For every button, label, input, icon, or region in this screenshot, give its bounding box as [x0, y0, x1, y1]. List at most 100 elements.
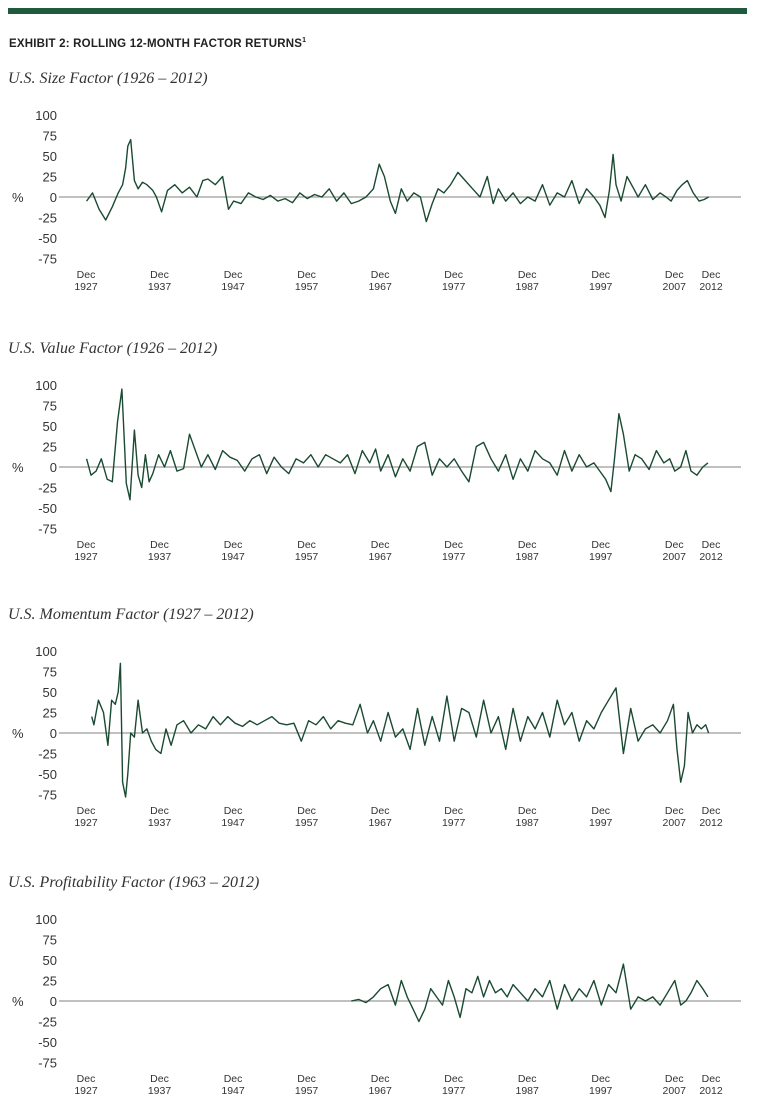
y-tick-label: 25: [43, 706, 57, 721]
y-tick-label: -25: [38, 481, 57, 496]
x-tick-label: 2012: [699, 551, 723, 563]
x-tick-label: 1977: [442, 551, 466, 563]
x-tick-label: Dec: [444, 269, 463, 281]
chart-panel-value: U.S. Value Factor (1926 – 2012) % 100 75 50…: [0, 340, 757, 570]
x-tick-label: Dec: [77, 539, 96, 551]
x-tick-label: Dec: [591, 805, 610, 817]
y-tick-label: -75: [38, 522, 57, 537]
chart-title: U.S. Value Factor (1926 – 2012): [8, 340, 218, 357]
y-tick-label: 100: [35, 644, 57, 659]
y-tick-label: 0: [50, 460, 57, 475]
x-tick-label: 1967: [368, 281, 392, 293]
x-tick-label: Dec: [297, 269, 316, 281]
y-tick-label: 50: [43, 419, 57, 434]
x-tick-label: 1987: [515, 1085, 539, 1097]
x-tick-label: 1967: [368, 551, 392, 563]
x-tick-label: Dec: [518, 539, 537, 551]
chart-panel-profitability: U.S. Profitability Factor (1963 – 2012) …: [0, 874, 757, 1104]
y-tick-label: -25: [38, 747, 57, 762]
x-tick-label: 1967: [368, 817, 392, 829]
x-tick-label: Dec: [150, 269, 169, 281]
x-tick-label: Dec: [150, 539, 169, 551]
x-tick-label: Dec: [702, 269, 721, 281]
x-tick-label: 1927: [74, 1085, 98, 1097]
y-axis-label: %: [12, 460, 24, 475]
footnote-marker: 1: [302, 37, 307, 44]
x-tick-label: Dec: [371, 269, 390, 281]
chart-title: U.S. Size Factor (1926 – 2012): [8, 70, 208, 87]
x-tick-label: 1957: [295, 551, 319, 563]
x-tick-label: 1967: [368, 1085, 392, 1097]
x-tick-label: 1997: [589, 551, 613, 563]
x-tick-label: 2012: [699, 281, 723, 293]
y-tick-label: 25: [43, 170, 57, 185]
y-tick-label: 75: [43, 933, 57, 948]
x-tick-label: 2007: [663, 281, 687, 293]
x-tick-label: Dec: [224, 539, 243, 551]
x-tick-label: Dec: [702, 805, 721, 817]
series-line: [91, 662, 710, 798]
x-tick-label: 1977: [442, 281, 466, 293]
y-tick-label: -50: [38, 1035, 57, 1050]
y-tick-label: 100: [35, 912, 57, 927]
chart-svg: %1007550250-25-50-75Dec1927Dec1937Dec194…: [12, 108, 741, 293]
y-tick-label: 50: [43, 149, 57, 164]
x-tick-label: Dec: [224, 1073, 243, 1085]
y-tick-label: 25: [43, 440, 57, 455]
x-tick-label: 2007: [663, 551, 687, 563]
chart-svg: %1007550250-25-50-75Dec1927Dec1937Dec194…: [12, 378, 741, 563]
x-tick-label: Dec: [297, 805, 316, 817]
exhibit-title: EXHIBIT 2: ROLLING 12-MONTH FACTOR RETUR…: [9, 37, 306, 50]
y-tick-label: 0: [50, 994, 57, 1009]
x-tick-label: 2007: [663, 1085, 687, 1097]
top-accent-rule: [8, 8, 747, 14]
x-tick-label: 1997: [589, 817, 613, 829]
x-tick-label: Dec: [77, 805, 96, 817]
x-tick-label: 1977: [442, 817, 466, 829]
x-tick-label: Dec: [444, 539, 463, 551]
x-tick-label: Dec: [518, 1073, 537, 1085]
x-tick-label: Dec: [150, 1073, 169, 1085]
x-tick-label: Dec: [665, 269, 684, 281]
x-tick-label: Dec: [224, 269, 243, 281]
chart-title: U.S. Profitability Factor (1963 – 2012): [8, 874, 260, 891]
x-tick-label: Dec: [297, 1073, 316, 1085]
chart-title: U.S. Momentum Factor (1927 – 2012): [8, 606, 254, 623]
y-tick-label: 75: [43, 665, 57, 680]
x-tick-label: 1937: [148, 1085, 172, 1097]
x-tick-label: Dec: [371, 805, 390, 817]
y-tick-label: -50: [38, 501, 57, 516]
x-tick-label: Dec: [702, 1073, 721, 1085]
x-tick-label: Dec: [591, 539, 610, 551]
x-tick-label: 1997: [589, 1085, 613, 1097]
y-tick-label: 100: [35, 378, 57, 393]
x-tick-label: 1987: [515, 281, 539, 293]
x-tick-label: 1937: [148, 551, 172, 563]
y-tick-label: 75: [43, 129, 57, 144]
x-tick-label: Dec: [77, 1073, 96, 1085]
y-tick-label: 25: [43, 974, 57, 989]
chart-panel-momentum: U.S. Momentum Factor (1927 – 2012) % 100 7…: [0, 606, 757, 836]
chart-svg: %1007550250-25-50-75Dec1927Dec1937Dec194…: [12, 644, 741, 829]
y-tick-label: -50: [38, 767, 57, 782]
x-tick-label: 1927: [74, 551, 98, 563]
y-tick-label: -50: [38, 231, 57, 246]
y-tick-label: 50: [43, 953, 57, 968]
y-tick-label: 50: [43, 685, 57, 700]
y-axis-label: %: [12, 994, 24, 1009]
series-line: [85, 388, 709, 501]
x-tick-label: Dec: [665, 539, 684, 551]
x-tick-label: Dec: [297, 539, 316, 551]
x-tick-label: Dec: [444, 1073, 463, 1085]
y-tick-label: -25: [38, 1015, 57, 1030]
chart-panel-size: U.S. Size Factor (1926 – 2012) % 100 75 50 2…: [0, 70, 757, 300]
x-tick-label: 1987: [515, 551, 539, 563]
series-line: [351, 963, 709, 1023]
x-tick-label: Dec: [518, 805, 537, 817]
x-tick-label: Dec: [665, 805, 684, 817]
y-tick-label: -75: [38, 1056, 57, 1071]
chart-svg: %1007550250-25-50-75Dec1927Dec1937Dec194…: [12, 912, 741, 1097]
x-tick-label: Dec: [591, 1073, 610, 1085]
y-tick-label: 75: [43, 399, 57, 414]
x-tick-label: Dec: [444, 805, 463, 817]
